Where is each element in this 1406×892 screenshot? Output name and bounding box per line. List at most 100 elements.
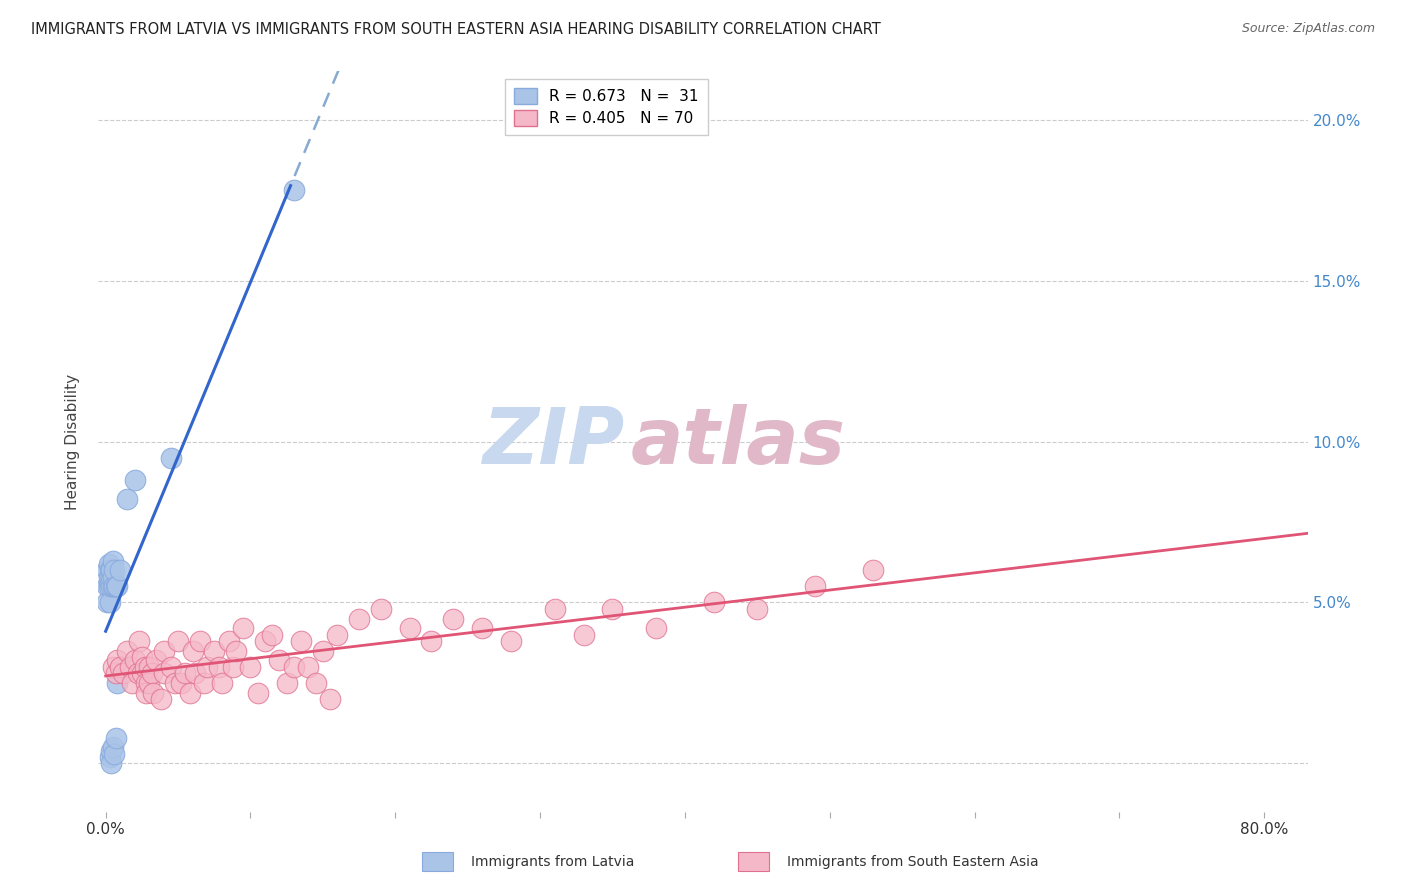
Point <box>97 570 120 584</box>
Text: atlas: atlas <box>630 403 845 480</box>
Y-axis label: Hearing Disability: Hearing Disability <box>65 374 80 509</box>
Point <box>131 666 153 681</box>
Point <box>105 579 128 593</box>
Point <box>149 692 172 706</box>
Point <box>134 660 156 674</box>
Legend: R = 0.673   N =  31, R = 0.405   N = 70: R = 0.673 N = 31, R = 0.405 N = 70 <box>505 79 707 136</box>
Point <box>347 611 370 625</box>
Point <box>101 740 124 755</box>
Point <box>283 660 305 674</box>
Point <box>117 644 139 658</box>
Point <box>159 660 181 674</box>
Point <box>101 570 124 584</box>
Point <box>112 666 135 681</box>
Point <box>441 611 464 625</box>
Point <box>572 628 595 642</box>
Point <box>96 579 118 593</box>
Point <box>269 653 291 667</box>
Point <box>100 579 122 593</box>
Point <box>108 660 131 674</box>
Point <box>135 685 157 699</box>
Point <box>188 634 211 648</box>
Point <box>222 660 245 674</box>
Point <box>96 595 118 609</box>
Point <box>283 184 305 198</box>
Text: Source: ZipAtlas.com: Source: ZipAtlas.com <box>1241 22 1375 36</box>
Point <box>202 644 225 658</box>
Point <box>804 579 827 593</box>
Point <box>179 685 201 699</box>
Point <box>159 450 181 465</box>
Point <box>152 644 174 658</box>
Point <box>645 621 668 635</box>
Point <box>124 653 146 667</box>
Point <box>104 579 127 593</box>
Point <box>207 660 229 674</box>
Point <box>145 653 167 667</box>
Point <box>602 602 624 616</box>
Point <box>104 666 127 681</box>
Point <box>193 676 215 690</box>
Point <box>211 676 233 690</box>
Text: Immigrants from Latvia: Immigrants from Latvia <box>471 855 634 869</box>
Point <box>471 621 494 635</box>
Point <box>152 666 174 681</box>
Point <box>128 634 150 648</box>
Point <box>170 676 193 690</box>
Point <box>747 602 769 616</box>
Point <box>253 634 276 648</box>
Point <box>104 731 127 745</box>
Point <box>97 579 120 593</box>
Point <box>100 570 122 584</box>
Text: ZIP: ZIP <box>482 403 624 480</box>
Point <box>141 666 163 681</box>
Point <box>124 473 146 487</box>
Point <box>319 692 342 706</box>
Point <box>165 676 187 690</box>
Point <box>105 653 128 667</box>
Point <box>138 676 160 690</box>
Point <box>181 644 204 658</box>
Point <box>326 628 349 642</box>
Point <box>167 634 190 648</box>
Point <box>101 579 124 593</box>
Point <box>101 554 124 568</box>
Point <box>103 563 125 577</box>
Point <box>97 557 120 571</box>
Point <box>239 660 262 674</box>
Point <box>121 676 143 690</box>
Point <box>276 676 298 690</box>
Point <box>100 756 122 771</box>
Point <box>108 563 131 577</box>
Point <box>501 634 523 648</box>
Point <box>138 660 160 674</box>
Point <box>174 666 197 681</box>
Point <box>98 595 121 609</box>
Point <box>703 595 725 609</box>
Point <box>297 660 319 674</box>
Point <box>290 634 312 648</box>
Point <box>103 747 125 761</box>
Point <box>398 621 420 635</box>
Point <box>218 634 240 648</box>
Text: IMMIGRANTS FROM LATVIA VS IMMIGRANTS FROM SOUTH EASTERN ASIA HEARING DISABILITY : IMMIGRANTS FROM LATVIA VS IMMIGRANTS FRO… <box>31 22 880 37</box>
Point <box>370 602 392 616</box>
Point <box>135 676 157 690</box>
Point <box>543 602 565 616</box>
Point <box>96 563 118 577</box>
Point <box>98 576 121 591</box>
Point <box>312 644 335 658</box>
Text: Immigrants from South Eastern Asia: Immigrants from South Eastern Asia <box>787 855 1039 869</box>
Point <box>98 750 121 764</box>
Point <box>100 743 122 757</box>
Point <box>131 650 153 665</box>
Point <box>117 492 139 507</box>
Point <box>105 676 128 690</box>
Point <box>101 660 124 674</box>
Point <box>225 644 247 658</box>
Point <box>127 666 149 681</box>
Point <box>420 634 443 648</box>
Point <box>98 563 121 577</box>
Point <box>103 579 125 593</box>
Point <box>100 563 122 577</box>
